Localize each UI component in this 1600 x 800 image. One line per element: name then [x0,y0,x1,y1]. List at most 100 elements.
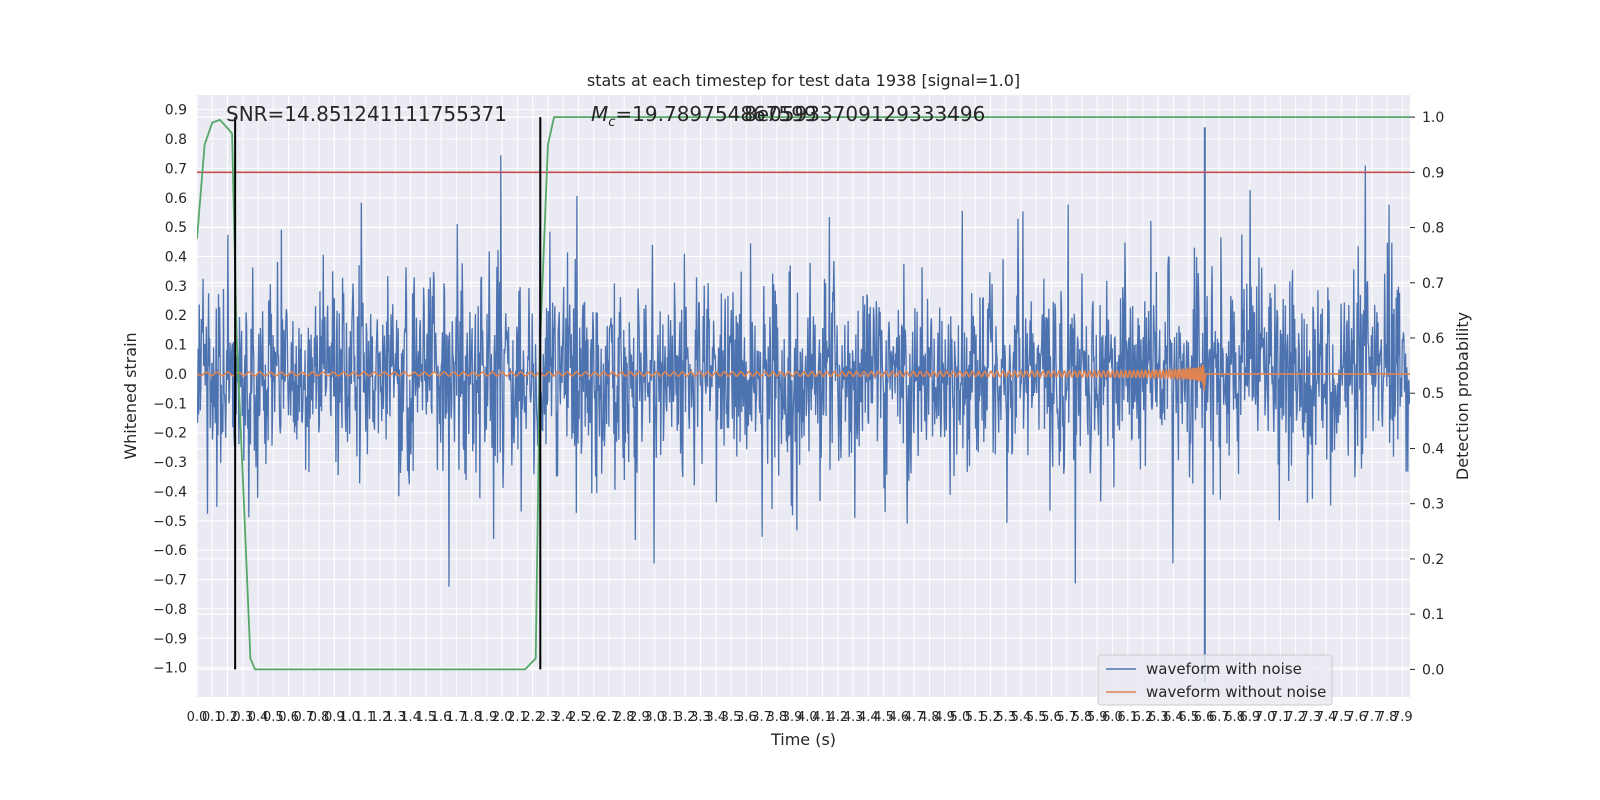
x-tick-label: 5.4 [1011,710,1032,725]
x-tick-label: 2.5 [568,710,589,725]
y-tick-label: 0.2 [165,308,187,324]
x-tick-label: 1.4 [400,710,421,725]
x-tick-label: 0.0 [187,710,208,725]
x-tick-label: 7.3 [1300,710,1321,725]
x-tick-label: 1.0 [339,710,360,725]
x-tick-label: 4.5 [873,710,894,725]
x-tick-label: 3.2 [675,710,696,725]
x-tick-label: 7.1 [1270,710,1291,725]
x-tick-label: 3.1 [660,710,681,725]
series-detection-probability [197,116,1410,671]
x-tick-label: 3.5 [721,710,742,725]
x-tick-label: 7.2 [1285,710,1306,725]
y-tick-label: 0.7 [165,161,187,177]
legend: waveform with noise waveform without noi… [1097,654,1333,706]
x-tick-label: 5.5 [1026,710,1047,725]
x-tick-label: 2.4 [553,710,574,725]
legend-label-clean: waveform without noise [1146,683,1326,701]
y-tick-label: 0.0 [165,367,187,383]
x-tick-label: 1.1 [354,710,375,725]
y-tick-label: 0.4 [165,250,187,266]
y-tick-label: −0.1 [153,396,187,412]
x-tick-label: 3.8 [766,710,787,725]
y-tick-label: −0.8 [153,602,187,618]
x-tick-label: 6.0 [1102,710,1123,725]
x-tick-label: 4.3 [843,710,864,725]
x-tick-label: 1.5 [416,710,437,725]
x-tick-label: 5.0 [950,710,971,725]
x-tick-label: 0.5 [263,710,284,725]
x-tick-label: 6.4 [1163,710,1184,725]
x-tick-label: 6.6 [1194,710,1215,725]
y-tick-label: 0.6 [165,191,187,207]
x-tick-label: 2.0 [492,710,513,725]
x-tick-label: 0.4 [248,710,269,725]
y-tick-label: −0.9 [153,631,187,647]
x-tick-label: 2.2 [522,710,543,725]
x-tick-label: 0.9 [324,710,345,725]
x-tick-label: 4.9 [934,710,955,725]
x-tick-label: 6.7 [1209,710,1230,725]
x-tick-label: 0.3 [232,710,253,725]
x-tick-label: 3.6 [736,710,757,725]
mc-symbol: M [591,102,608,126]
x-tick-label: 0.7 [293,710,314,725]
x-tick-label: 4.4 [858,710,879,725]
y-tick-label: −1.0 [153,661,187,677]
x-tick-label: 6.8 [1224,710,1245,725]
y2-tick-label: 0.0 [1422,662,1444,678]
series-waveform-without-noise [197,364,1410,391]
y-tick-label: 0.9 [165,103,187,119]
x-tick-label: 2.1 [507,710,528,725]
y2-axis-label: Detection probability [1453,312,1472,480]
y2-tick-label: 0.5 [1422,386,1444,402]
x-tick-label: 1.9 [477,710,498,725]
x-tick-label: 7.0 [1255,710,1276,725]
x-tick-label: 2.9 [629,710,650,725]
x-tick-label: 0.8 [309,710,330,725]
x-tick-label: 3.4 [705,710,726,725]
mc-subscript: c [608,115,615,130]
x-tick-label: 0.6 [278,710,299,725]
x-tick-label: 7.9 [1392,710,1413,725]
legend-box [1097,654,1333,706]
x-tick-label: 4.6 [889,710,910,725]
legend-label-noise: waveform with noise [1146,660,1302,678]
y2-tick-label: 0.4 [1422,441,1444,457]
x-tick-label: 7.7 [1362,710,1383,725]
mc-value: =19.789754867599 [615,102,816,126]
y2-tick-label: 1.0 [1422,110,1444,126]
x-axis-label: Time (s) [770,730,836,749]
y-tick-label: −0.4 [153,484,187,500]
y-tick-label: 0.5 [165,220,187,236]
x-tick-label: 6.5 [1178,710,1199,725]
x-tick-label: 1.7 [446,710,467,725]
y2-tick-label: 0.7 [1422,276,1444,292]
x-tick-label: 5.8 [1072,710,1093,725]
x-tick-label: 1.6 [431,710,452,725]
x-tick-label: 4.8 [919,710,940,725]
x-tick-label: 0.1 [202,710,223,725]
y2-tick-label: 0.3 [1422,497,1444,513]
y-tick-label: −0.2 [153,426,187,442]
x-tick-label: 6.1 [1117,710,1138,725]
x-tick-label: 3.0 [644,710,665,725]
y-tick-label: −0.7 [153,573,187,589]
x-tick-label: 0.2 [217,710,238,725]
x-tick-label: 1.3 [385,710,406,725]
x-tick-label: 3.3 [690,710,711,725]
x-tick-label: 5.1 [965,710,986,725]
y-tick-label: 0.8 [165,132,187,148]
overlap-annotation: 8e05933709129333496 [744,102,985,126]
y2-tick-label: 0.1 [1422,607,1444,623]
x-tick-label: 4.2 [827,710,848,725]
y-tick-label: −0.6 [153,543,187,559]
y2-tick-label: 0.2 [1422,552,1444,568]
series-layer [197,116,1410,683]
x-tick-label: 7.4 [1316,710,1337,725]
x-tick-label: 4.0 [797,710,818,725]
y2-tick-label: 0.8 [1422,221,1444,237]
x-tick-label: 6.3 [1148,710,1169,725]
x-tick-label: 2.8 [614,710,635,725]
